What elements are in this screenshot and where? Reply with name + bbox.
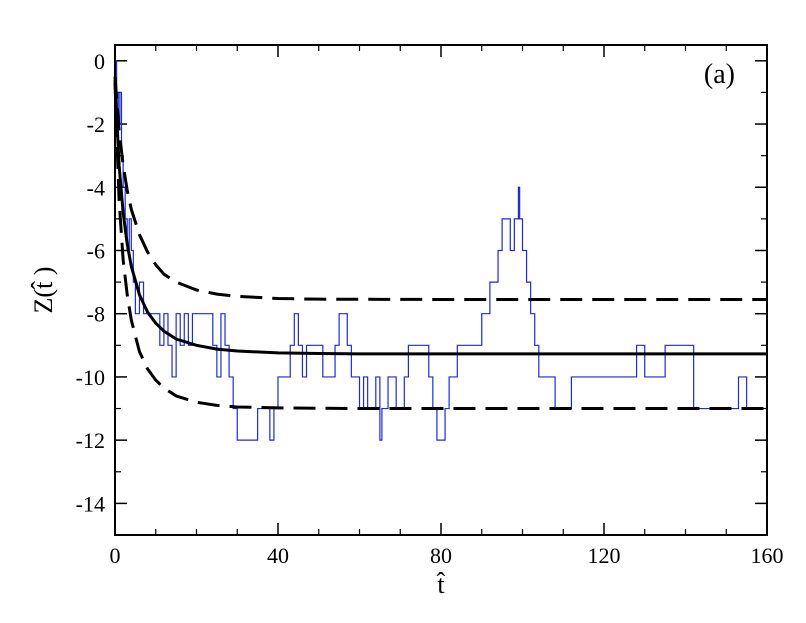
x-tick-label: 0 [110,543,121,568]
bound-curve-dashed [113,82,767,411]
x-tick-label: 40 [267,543,289,568]
x-tick-label: 80 [430,543,452,568]
x-tick-label: 120 [588,543,621,568]
y-tick-label: -4 [87,175,105,200]
plot-frame [114,44,768,536]
series-layer [113,60,767,441]
y-tick-label: 0 [94,49,105,74]
tick-labels: 0 40 80 120 160 0 -2 -4 -6 -8 -10 -12 -14 [76,49,784,568]
panel-label: (a) [704,59,735,90]
y-tick-label: -12 [76,428,105,453]
mean-curve-solid [113,79,767,356]
x-axis-label: t̂ [436,570,446,599]
y-tick-label: -10 [76,365,105,390]
bound-curve-dashed [113,76,767,301]
y-axis-label: Z(t̂ ) [29,267,58,314]
simulation-trace [115,60,751,441]
y-tick-label: -6 [87,238,105,263]
tick-marks [114,45,768,536]
y-tick-label: -8 [87,302,105,327]
y-tick-label: -2 [87,112,105,137]
x-tick-label: 160 [751,543,784,568]
y-tick-label: -14 [76,491,105,516]
